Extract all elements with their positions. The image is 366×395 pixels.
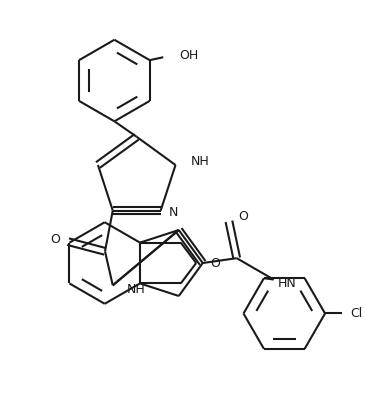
Text: O: O bbox=[239, 210, 249, 223]
Text: N: N bbox=[168, 206, 178, 219]
Text: O: O bbox=[51, 233, 60, 246]
Text: NH: NH bbox=[126, 283, 145, 296]
Text: NH: NH bbox=[191, 154, 210, 167]
Text: O: O bbox=[210, 256, 220, 269]
Text: Cl: Cl bbox=[350, 307, 363, 320]
Text: HN: HN bbox=[277, 277, 296, 290]
Text: OH: OH bbox=[179, 49, 198, 62]
